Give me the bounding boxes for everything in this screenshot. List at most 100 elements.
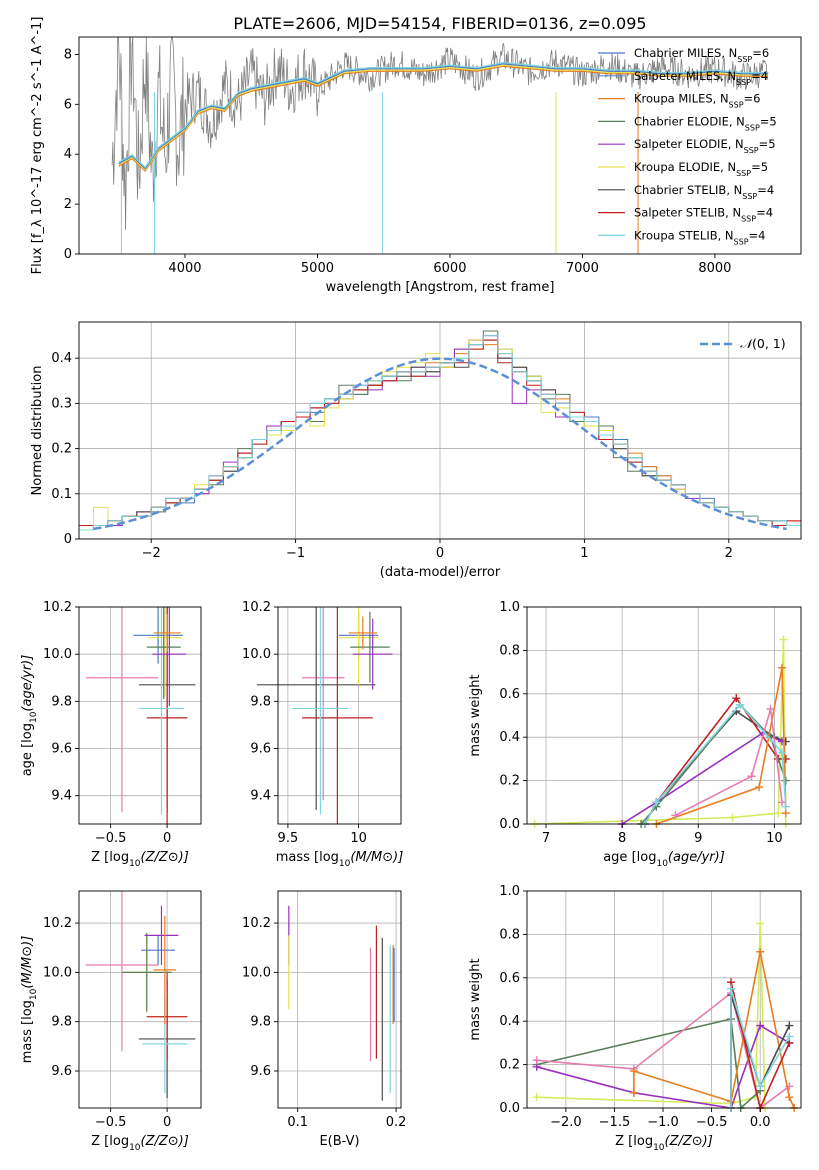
y-tick-label: 10.2 [43,600,72,615]
x-axis-label: mass [log10(M/M⊙)] [276,850,404,869]
x-tick-label: 10 [350,831,367,846]
y-axis-label: Flux [f_λ 10^-17 erg cm^-2 s^-1 A^-1] [30,17,45,275]
x-axis-label: age [log10(age/yr)] [603,850,725,869]
y-tick-label: 9.6 [250,742,271,757]
weight-series-line [656,667,787,825]
legend-label-part: SSP [729,100,744,109]
legend-label-part: SSP [736,169,751,178]
legend-label-part: =4 [751,69,768,83]
weight-point-marker [756,919,765,928]
weight-point-marker [652,798,661,807]
axes-frame [526,890,802,1109]
x-tick-label: 0.0 [750,1115,771,1130]
y-tick-label: 9.8 [250,1015,271,1030]
x-tick-label: 8000 [698,261,731,276]
x-axis-label-part: Z [log [91,1134,129,1149]
y-axis-label: Normed distribution [30,366,45,496]
x-tick-label: 0.2 [386,1115,407,1130]
legend-label-part: Salpeter STELIB, N [634,206,741,220]
x-tick-label: 0 [163,1115,171,1130]
y-axis-label-part: mass [log [20,1000,35,1063]
legend-label: Kroupa ELODIE, NSSP=5 [634,160,768,178]
y-axis-label-part: Flux [f_λ 10^-17 erg cm^-2 s^-1 A^-1] [30,17,45,275]
x-tick-label: 6000 [433,261,466,276]
normal-distribution-curve [93,357,787,531]
y-tick-label: 9.4 [250,789,271,804]
weight-point-marker [777,663,786,672]
y-tick-label: 0.8 [499,927,520,942]
legend-label-part: SSP [741,214,756,223]
y-tick-label: 10.2 [242,916,271,931]
model-spectrum-line [118,65,768,173]
x-axis-label-part: (Z/Z⊙)] [665,1134,713,1149]
x-axis-label-part: (M/M⊙)] [350,850,403,865]
x-tick-label: −0.5 [696,1115,728,1130]
weight-point-marker [777,748,786,757]
mass-vs-extinction-panel: 0.1 0.2 9.6 9.8 10.0 10.2 E(B-V) [242,890,407,1149]
x-axis-label-part: wavelength [Angstrom, rest frame] [326,280,555,295]
legend-label-part: =4 [756,206,773,220]
legend-label-part: SSP [737,55,752,64]
legend-label-part: =5 [759,137,776,151]
weight-point-marker [785,1032,794,1041]
weight-series-line [621,731,783,825]
legend-label-part: =5 [760,114,777,128]
legend-label-part: Kroupa STELIB, N [634,228,734,242]
y-axis-label: age [log10(age/yr)] [20,655,39,777]
weight-point-marker [629,1088,638,1097]
weight-point-marker [629,1067,638,1076]
x-axis-label: Z [log10(Z/Z⊙)] [615,1134,713,1153]
y-tick-label: 9.6 [250,1064,271,1079]
x-tick-label: 8 [618,831,626,846]
x-axis-label: wavelength [Angstrom, rest frame] [326,280,555,295]
x-tick-label: −2 [142,546,161,561]
legend-label: Chabrier ELODIE, NSSP=5 [634,114,777,131]
legend-label: Kroupa STELIB, NSSP=4 [634,228,765,246]
mass-vs-metallicity-panel: −0.5 09.69.810.010.2Z [log10(Z/Z⊙)]mass [… [20,890,202,1153]
legend-label-part: =4 [749,228,766,242]
y-tick-label: 1.0 [499,884,520,899]
weight-point-marker [785,1093,794,1102]
x-tick-label: −0.5 [95,1115,127,1130]
weight-point-marker [779,635,788,644]
y-axis-label-part: age [log [20,723,35,776]
x-axis-label: Z [log10(Z/Z⊙)] [91,850,189,869]
legend-label-part: SSP [744,146,759,155]
x-axis-label-part: 10 [656,859,668,869]
figure-title: PLATE=2606, MJD=54154, FIBERID=0136, z=0… [233,14,646,33]
age-vs-metallicity-panel: −0.5 09.49.69.810.010.2Z [log10(Z/Z⊙)]age… [20,600,202,869]
x-axis-label-part: Z [log [615,1134,653,1149]
legend-label-part: SSP [736,77,751,86]
x-tick-label: −2.0 [550,1115,582,1130]
y-tick-label: 0.2 [499,774,520,789]
histogram-step-line [79,335,801,531]
legend-label-part: Salpeter MILES, N [634,69,736,83]
axes-frame [78,606,202,825]
y-tick-label: 0.4 [499,730,520,745]
y-tick-label: 0 [64,532,72,547]
axes-frame [277,606,402,825]
axes-frame [78,36,802,255]
y-tick-label: 2 [64,197,72,212]
y-tick-label: 9.6 [51,742,72,757]
y-tick-label: 10.2 [242,600,271,615]
legend-label-part: =4 [757,183,774,197]
model-spectrum-line [118,63,768,170]
y-axis-label-part: 10 [29,988,39,1000]
weight-point-marker [728,813,737,822]
y-axis-label: mass weight [468,958,483,1040]
weight-point-marker [781,802,790,811]
y-axis-label-part: (M/M⊙)] [20,936,35,989]
y-axis-label-part: Normed distribution [30,366,45,496]
y-tick-label: 10.0 [43,647,72,662]
y-tick-label: 0.3 [51,396,72,411]
x-axis-label-part: E(B-V) [319,1134,359,1149]
y-tick-label: 0.4 [499,1014,520,1029]
x-tick-label: 5000 [301,261,334,276]
x-tick-label: −1.5 [599,1115,631,1130]
axes-frame [277,890,402,1109]
y-tick-label: 10.0 [242,647,271,662]
legend-label: Kroupa MILES, NSSP=6 [634,92,760,110]
